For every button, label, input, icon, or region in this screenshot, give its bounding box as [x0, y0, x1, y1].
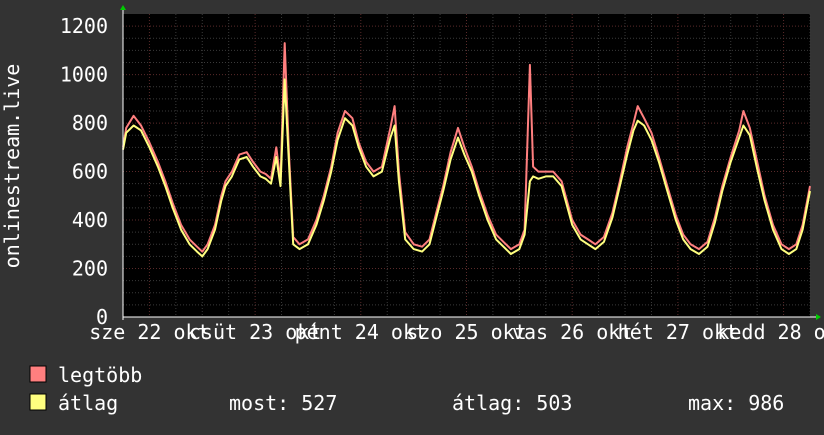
y-axis-label: onlinestream.live	[0, 64, 24, 269]
y-tick-label: 1200	[60, 14, 108, 38]
legend-label-atlag: átlag	[58, 391, 118, 415]
y-tick-labels: 0 200 400 600 800 1000 1200	[60, 14, 108, 329]
y-tick-label: 600	[72, 160, 108, 184]
x-tick-label: pént 24 okt	[295, 320, 427, 344]
stat-atlag: átlag: 503	[452, 391, 572, 415]
axes-group	[120, 5, 821, 320]
y-tick-label: 0	[96, 305, 108, 329]
y-tick-label: 200	[72, 257, 108, 281]
x-tick-label: sze 22 okt	[89, 320, 209, 344]
series-line-atlag	[122, 78, 811, 258]
legend-swatch-atlag	[29, 393, 47, 411]
x-axis-arrow	[816, 314, 821, 320]
stat-most: most: 527	[229, 391, 337, 415]
legend-label-legtobb: legtöbb	[58, 363, 142, 387]
legend-swatch-legtobb	[29, 365, 47, 383]
series-line-legtobb	[122, 42, 811, 253]
y-tick-label: 400	[72, 208, 108, 232]
y-tick-label: 800	[72, 111, 108, 135]
y-tick-label: 1000	[60, 63, 108, 87]
series-group	[122, 42, 811, 258]
x-tick-label: vas 26 okt	[512, 320, 632, 344]
x-tick-label: szo 25 okt	[406, 320, 526, 344]
y-axis-arrow	[120, 5, 126, 10]
stat-max: max: 986	[688, 391, 784, 415]
x-tick-label: hét 27 okt	[618, 320, 738, 344]
x-tick-label: csüt 23 okt	[189, 320, 321, 344]
x-tick-label: kedd 28 okt	[717, 320, 824, 344]
